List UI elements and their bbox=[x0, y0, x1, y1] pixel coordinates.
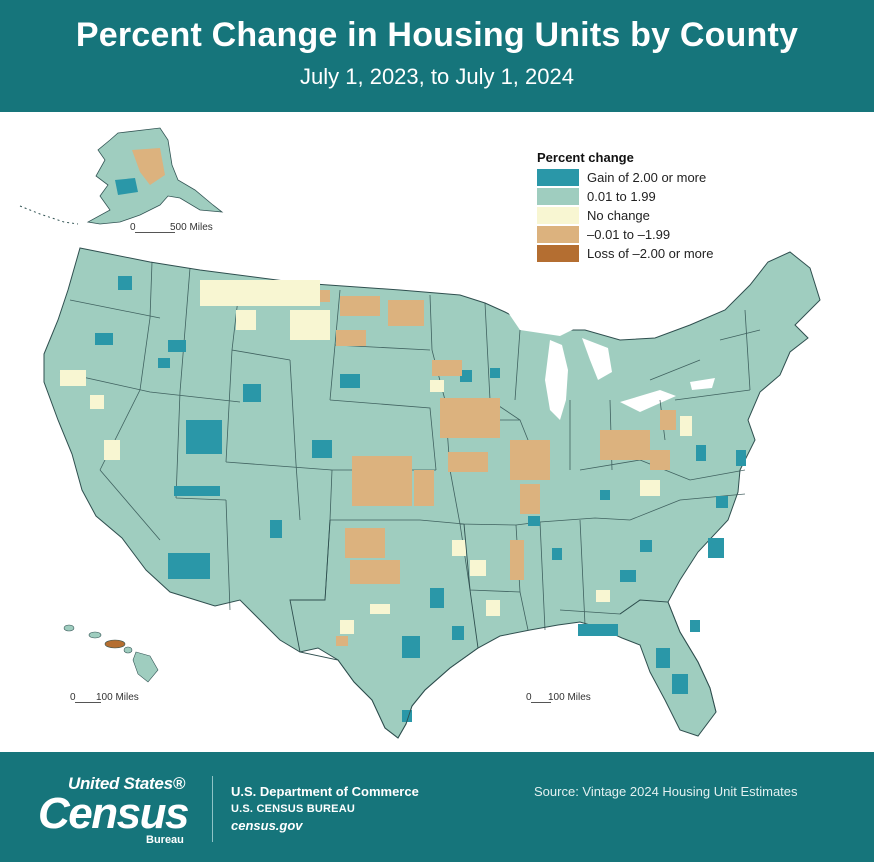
legend-swatch-no-change bbox=[537, 207, 579, 224]
conus-scale-line bbox=[531, 702, 551, 703]
legend-label: No change bbox=[587, 208, 650, 223]
bureau-name: U.S. CENSUS BUREAU bbox=[231, 803, 356, 815]
state-borders bbox=[59, 261, 761, 631]
conus-scale-zero: 0 bbox=[526, 692, 532, 703]
conus-scale-label: 100 Miles bbox=[548, 692, 591, 703]
website-link[interactable]: census.gov bbox=[231, 818, 303, 833]
source-note: Source: Vintage 2024 Housing Unit Estima… bbox=[534, 784, 798, 799]
legend-item: Loss of –2.00 or more bbox=[537, 244, 787, 263]
page-title: Percent Change in Housing Units by Count… bbox=[75, 16, 799, 54]
legend-item: Gain of 2.00 or more bbox=[537, 168, 787, 187]
alaska-gain-region bbox=[115, 178, 138, 195]
county-no-change-areas bbox=[60, 280, 692, 634]
county-gain-areas bbox=[95, 276, 746, 722]
department-name: U.S. Department of Commerce bbox=[231, 784, 419, 799]
header-banner: Percent Change in Housing Units by Count… bbox=[0, 0, 874, 112]
great-lakes bbox=[505, 308, 715, 420]
hawaii-scale-zero: 0 bbox=[70, 692, 76, 703]
map-legend: Percent change Gain of 2.00 or more 0.01… bbox=[537, 150, 787, 263]
hawaii-islands bbox=[63, 624, 159, 683]
footer-divider bbox=[212, 776, 213, 842]
conus-scale-bar: 0 100 Miles bbox=[526, 692, 591, 703]
logo-bureau: Bureau bbox=[146, 834, 184, 846]
alaska-scale-line bbox=[135, 232, 175, 233]
census-logo[interactable]: United States® Census Bureau bbox=[38, 772, 208, 852]
logo-united-states: United States® bbox=[68, 774, 185, 793]
alaska-scale-bar: 0 500 Miles bbox=[130, 222, 213, 233]
logo-census: Census bbox=[38, 789, 189, 838]
footer-banner: United States® Census Bureau U.S. Depart… bbox=[0, 752, 874, 862]
legend-title: Percent change bbox=[537, 150, 634, 165]
legend-item: –0.01 to –1.99 bbox=[537, 225, 787, 244]
page-subtitle: July 1, 2023, to July 1, 2024 bbox=[300, 64, 574, 89]
legend-item: 0.01 to 1.99 bbox=[537, 187, 787, 206]
alaska-scale-zero: 0 bbox=[130, 222, 136, 233]
aleutian-islands bbox=[19, 205, 79, 225]
legend-label: Gain of 2.00 or more bbox=[587, 170, 707, 185]
hawaii-scale-line bbox=[75, 702, 101, 703]
legend-item: No change bbox=[537, 206, 787, 225]
legend-label: 0.01 to 1.99 bbox=[587, 189, 656, 204]
county-loss-areas bbox=[300, 290, 676, 646]
legend-swatch-loss bbox=[537, 245, 579, 262]
legend-swatch-gain bbox=[537, 169, 579, 186]
alaska-scale-label: 500 Miles bbox=[170, 222, 213, 233]
alaska-loss-region bbox=[132, 148, 165, 185]
hawaii-scale-label: 100 Miles bbox=[96, 692, 139, 703]
legend-swatch-small-gain bbox=[537, 188, 579, 205]
legend-label: Loss of –2.00 or more bbox=[587, 246, 714, 261]
county-map bbox=[19, 127, 821, 739]
map-area: 0 500 Miles 0 100 Miles 0 100 Miles bbox=[0, 112, 874, 752]
legend-swatch-small-loss bbox=[537, 226, 579, 243]
florida-border bbox=[619, 599, 717, 713]
hawaii-scale-bar: 0 100 Miles bbox=[70, 692, 139, 703]
texas-border bbox=[289, 519, 479, 739]
legend-label: –0.01 to –1.99 bbox=[587, 227, 671, 242]
